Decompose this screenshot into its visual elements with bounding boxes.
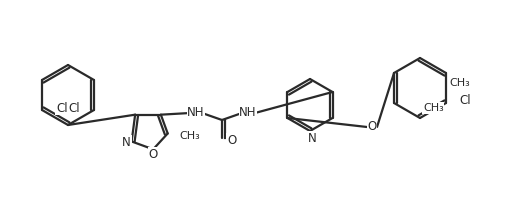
Text: Cl: Cl [56, 102, 67, 115]
Text: O: O [148, 148, 158, 161]
Text: N: N [122, 136, 131, 149]
Text: O: O [367, 121, 377, 134]
Text: Cl: Cl [69, 102, 80, 115]
Text: NH: NH [239, 106, 257, 119]
Text: Cl: Cl [459, 94, 471, 106]
Text: O: O [227, 134, 236, 147]
Text: CH₃: CH₃ [449, 78, 470, 88]
Text: CH₃: CH₃ [423, 103, 444, 113]
Text: N: N [308, 131, 317, 144]
Text: NH: NH [187, 106, 205, 119]
Text: CH₃: CH₃ [180, 131, 200, 141]
